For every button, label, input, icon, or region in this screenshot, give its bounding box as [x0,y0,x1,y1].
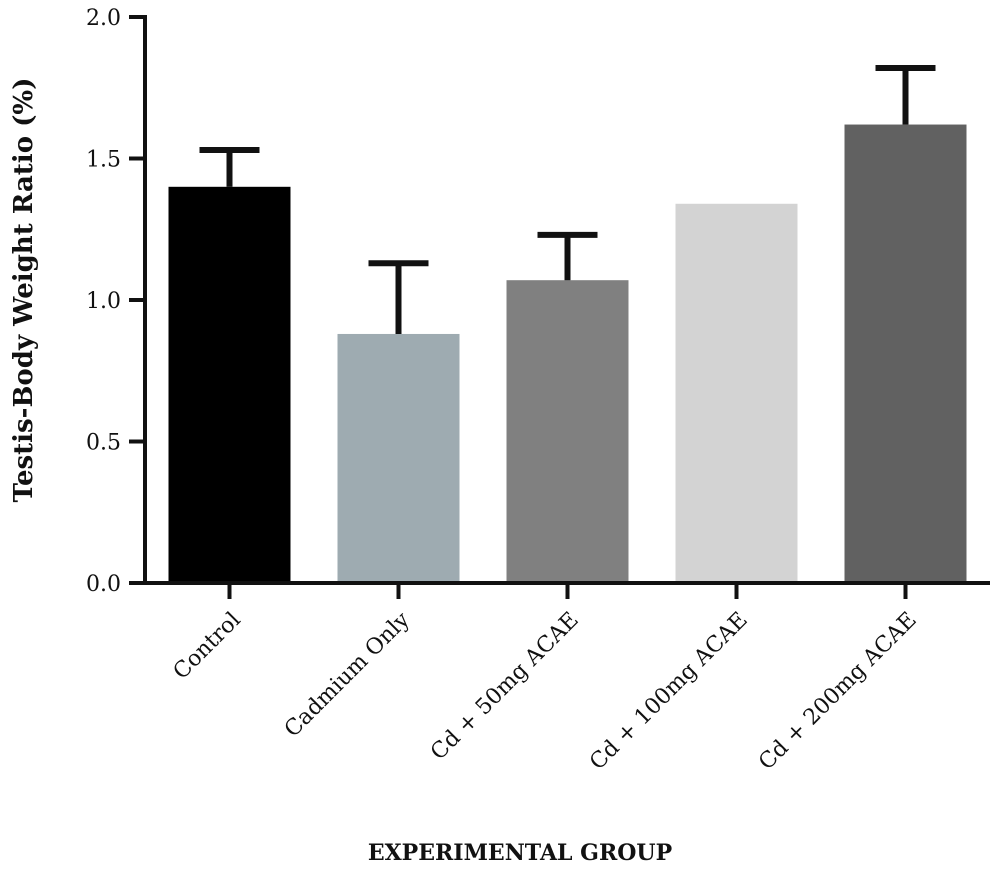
y-ticks-group: 0.0 0.5 1.0 1.5 2.0 [86,6,145,597]
y-axis-title: Testis-Body Weight Ratio (%) [9,78,39,503]
y-tick-label: 2.0 [86,6,121,31]
y-tick-label: 1.0 [86,289,121,314]
bar-5 [844,124,967,583]
x-tick-label: Cd + 100mg ACAE [585,608,753,776]
bar-4 [675,203,798,583]
x-axis-title: EXPERIMENTAL GROUP [368,840,672,866]
bars-group [168,124,967,584]
bar-3 [506,280,629,583]
error-bars-group [199,64,936,334]
x-tick-label: Control [169,608,246,685]
x-tick-label: Cadmium Only [280,607,415,742]
y-tick-label: 1.5 [86,148,121,173]
x-tick-label: Cd + 200mg ACAE [754,608,922,776]
bar-2 [337,333,460,583]
x-tick-label: Cd + 50mg ACAE [426,608,584,766]
bar-1 [168,186,291,584]
x-ticks-group: Control Cadmium Only Cd + 50mg ACAE Cd + 10… [169,583,922,775]
y-tick-label: 0.5 [86,431,121,456]
y-tick-label: 0.0 [86,572,121,597]
